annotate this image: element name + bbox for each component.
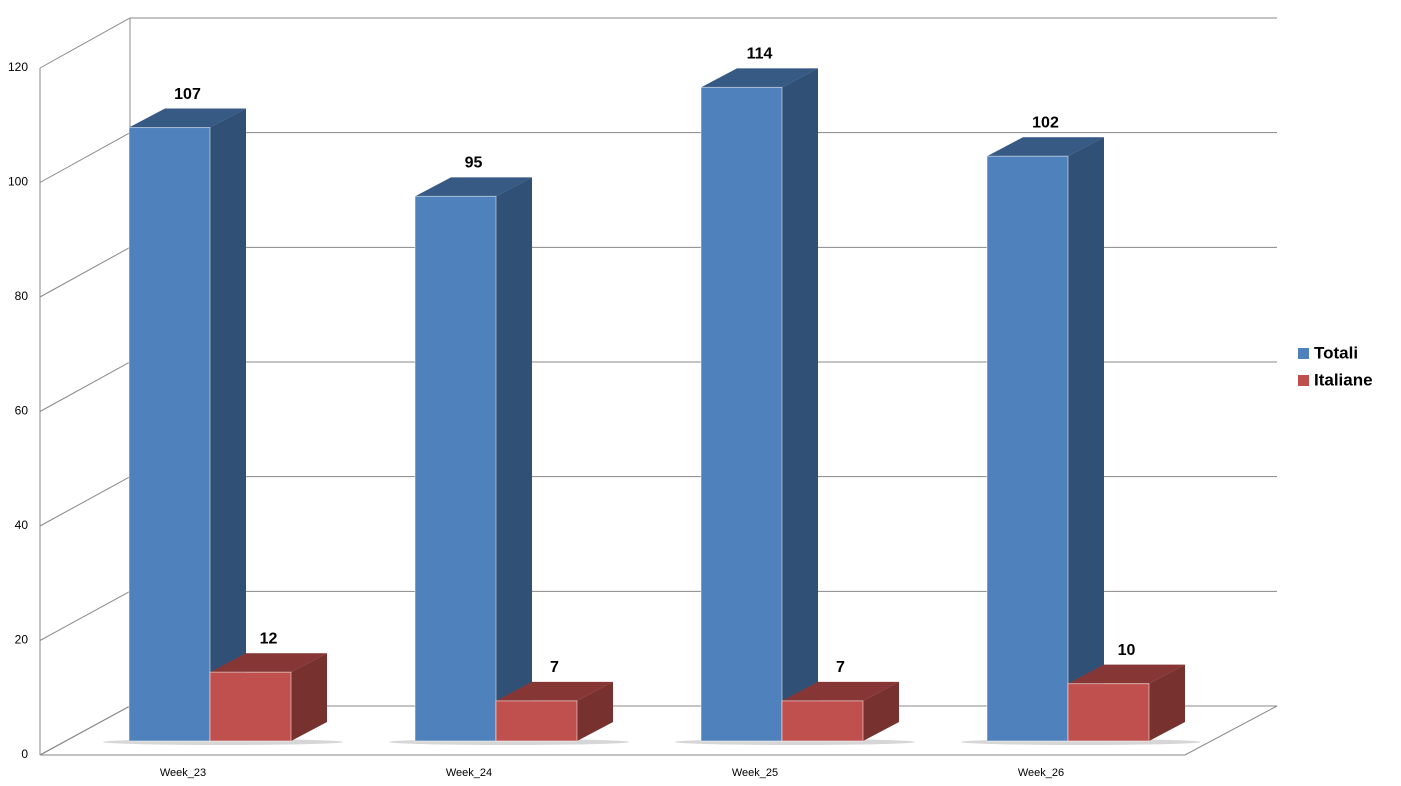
grid-line [39, 361, 131, 412]
y-tick-label: 0 [21, 747, 28, 761]
bar-top [782, 681, 899, 701]
bar-side [782, 68, 818, 741]
bar-front [495, 700, 578, 742]
bar-top [496, 681, 613, 701]
bar-side [863, 681, 899, 741]
value-label: 114 [747, 46, 773, 63]
bar-front [700, 86, 783, 742]
bar-top-shade [1068, 664, 1185, 684]
value-label: 107 [174, 86, 201, 103]
bar [209, 653, 327, 742]
value-label: 95 [465, 155, 483, 172]
bar-side-shade [1149, 664, 1185, 741]
bar-front [128, 127, 211, 742]
bar-top [1068, 664, 1185, 684]
bar-side-shade [577, 681, 613, 741]
bar-top-shade [129, 108, 246, 128]
bar [986, 137, 1104, 742]
bar-top [701, 68, 818, 88]
bar [700, 68, 818, 742]
value-label: 7 [550, 659, 559, 676]
bar [495, 681, 613, 742]
x-tick-label: Week_23 [160, 767, 206, 779]
grid-line [39, 132, 131, 183]
bar-side [1149, 664, 1185, 741]
bar-top-shade [496, 681, 613, 701]
x-tick-label: Week_26 [1018, 767, 1064, 779]
y-tick-label: 60 [15, 404, 29, 418]
x-tick-label: Week_25 [732, 767, 778, 779]
bar-top-shade [782, 681, 899, 701]
grid-line [39, 476, 131, 527]
bar-side-shade [782, 68, 818, 741]
legend-swatch [1298, 348, 1309, 359]
bar [128, 108, 246, 742]
bar-side [496, 177, 532, 742]
bar-front [986, 155, 1069, 742]
bar [414, 177, 532, 742]
bar-side-shade [1068, 137, 1104, 741]
bar-top [415, 177, 532, 197]
legend-label: Italiane [1314, 370, 1373, 389]
bar-front [1067, 683, 1150, 742]
legend-label: Totali [1314, 343, 1358, 362]
value-label: 12 [260, 630, 278, 647]
bar-side-shade [291, 653, 327, 741]
bar-front [209, 671, 292, 742]
bar-front [781, 700, 864, 742]
bar [1067, 664, 1185, 742]
bar-top [210, 653, 327, 673]
y-tick-label: 120 [8, 60, 28, 74]
bar-side-shade [210, 108, 246, 742]
bar-side [1068, 137, 1104, 741]
value-label: 7 [836, 659, 845, 676]
grid-line [39, 246, 131, 298]
bar-side [577, 681, 613, 741]
bar-top [987, 137, 1104, 157]
bar [781, 681, 899, 742]
bar-top [129, 108, 246, 128]
bar-top-shade [415, 177, 532, 197]
grid-line [39, 17, 131, 69]
y-tick-label: 40 [15, 518, 29, 532]
bar-top-shade [210, 653, 327, 673]
y-tick-label: 20 [15, 633, 29, 647]
bar-side-shade [496, 177, 532, 742]
y-tick-label: 100 [8, 175, 28, 189]
bar-top-shade [987, 137, 1104, 157]
bar-top-shade [701, 68, 818, 88]
grid-line [39, 705, 131, 756]
grid-line [39, 590, 131, 641]
x-tick-label: Week_24 [446, 767, 492, 779]
y-tick-label: 80 [15, 289, 29, 303]
bar-side [291, 653, 327, 741]
value-label: 102 [1032, 114, 1059, 131]
bar-side [210, 108, 246, 742]
bar-side-shade [863, 681, 899, 741]
bar-front [414, 195, 497, 742]
legend-swatch [1298, 375, 1309, 386]
value-label: 10 [1118, 642, 1136, 659]
